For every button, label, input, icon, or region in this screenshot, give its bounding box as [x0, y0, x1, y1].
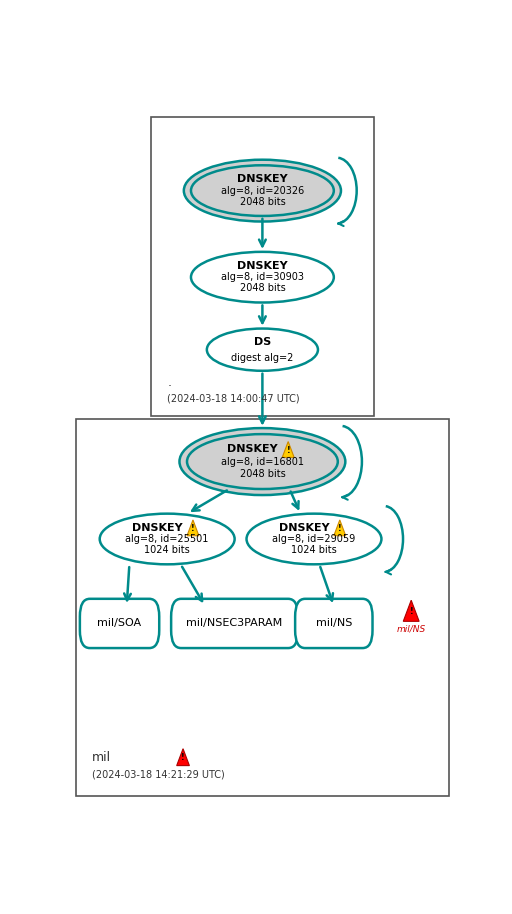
Polygon shape [187, 520, 199, 536]
Text: DS: DS [254, 337, 271, 347]
Text: 2048 bits: 2048 bits [240, 197, 285, 207]
Text: DNSKEY: DNSKEY [237, 261, 288, 271]
Polygon shape [177, 749, 189, 766]
Text: (2024-03-18 14:00:47 UTC): (2024-03-18 14:00:47 UTC) [167, 394, 300, 404]
Text: mil/NS: mil/NS [397, 624, 426, 633]
Text: DNSKEY: DNSKEY [227, 444, 278, 454]
Ellipse shape [180, 428, 345, 495]
Text: !: ! [181, 753, 185, 762]
Text: mil/NSEC3PARAM: mil/NSEC3PARAM [186, 619, 283, 629]
FancyBboxPatch shape [80, 599, 159, 648]
Text: digest alg=2: digest alg=2 [231, 353, 293, 363]
Text: DNSKEY: DNSKEY [237, 175, 288, 185]
Ellipse shape [207, 328, 318, 371]
Text: mil: mil [92, 750, 111, 764]
Text: DNSKEY: DNSKEY [279, 523, 329, 533]
Text: !: ! [338, 524, 342, 533]
Text: alg=8, id=16801: alg=8, id=16801 [221, 457, 304, 466]
Text: 2048 bits: 2048 bits [240, 283, 285, 293]
Ellipse shape [191, 252, 334, 303]
Text: 1024 bits: 1024 bits [144, 545, 190, 555]
Text: alg=8, id=29059: alg=8, id=29059 [272, 534, 356, 544]
Text: alg=8, id=30903: alg=8, id=30903 [221, 272, 304, 282]
Ellipse shape [191, 165, 334, 216]
Text: alg=8, id=20326: alg=8, id=20326 [221, 186, 304, 196]
Text: 1024 bits: 1024 bits [291, 545, 337, 555]
Text: !: ! [286, 445, 290, 454]
Ellipse shape [184, 160, 341, 221]
Text: .: . [167, 376, 171, 388]
FancyBboxPatch shape [295, 599, 373, 648]
Text: DNSKEY: DNSKEY [132, 523, 183, 533]
Polygon shape [403, 600, 419, 622]
FancyBboxPatch shape [171, 599, 298, 648]
Polygon shape [282, 441, 294, 457]
Ellipse shape [100, 514, 234, 564]
Text: 2048 bits: 2048 bits [240, 469, 285, 479]
Text: !: ! [191, 524, 195, 533]
Polygon shape [334, 520, 346, 536]
Text: mil/NS: mil/NS [315, 619, 352, 629]
FancyBboxPatch shape [76, 420, 449, 796]
Text: alg=8, id=25501: alg=8, id=25501 [125, 534, 209, 544]
Ellipse shape [247, 514, 381, 564]
Ellipse shape [187, 434, 338, 489]
FancyBboxPatch shape [152, 117, 374, 416]
Text: mil/SOA: mil/SOA [97, 619, 142, 629]
Text: !: ! [410, 607, 413, 616]
Text: (2024-03-18 14:21:29 UTC): (2024-03-18 14:21:29 UTC) [92, 770, 225, 780]
